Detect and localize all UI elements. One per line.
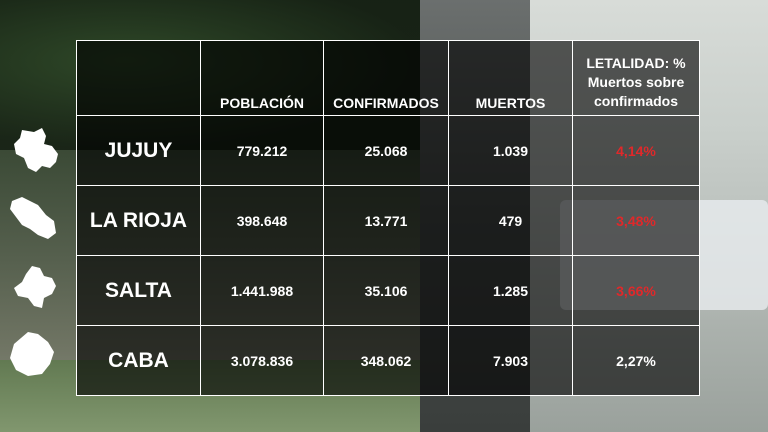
table-row: SALTA 1.441.988 35.106 1.285 3,66%	[76, 255, 700, 326]
muertos-value: 7.903	[448, 325, 573, 396]
confirmados-value: 13.771	[323, 185, 449, 256]
header-letalidad: LETALIDAD: % Muertos sobre confirmados	[572, 40, 700, 116]
header-empty-cell	[76, 40, 201, 116]
letalidad-value: 3,66%	[572, 255, 700, 326]
table-row: CABA 3.078.836 348.062 7.903 2,27%	[76, 325, 700, 396]
header-letalidad-line3: confirmados	[593, 93, 678, 109]
muertos-value: 479	[448, 185, 573, 256]
la-rioja-map-icon	[10, 197, 56, 239]
caba-map-icon	[10, 332, 54, 376]
muertos-value: 1.285	[448, 255, 573, 326]
header-letalidad-line2: Muertos sobre	[587, 74, 685, 90]
letalidad-value: 4,14%	[572, 115, 700, 186]
poblacion-value: 398.648	[200, 185, 324, 256]
poblacion-value: 3.078.836	[200, 325, 324, 396]
header-poblacion: POBLACIÓN	[200, 40, 324, 116]
table-header-row: POBLACIÓN CONFIRMADOS MUERTOS LETALIDAD:…	[76, 40, 700, 116]
header-letalidad-line1: LETALIDAD: %	[586, 55, 686, 71]
letalidad-value: 2,27%	[572, 325, 700, 396]
table-row: LA RIOJA 398.648 13.771 479 3,48%	[76, 185, 700, 256]
letalidad-value: 3,48%	[572, 185, 700, 256]
province-name-salta: SALTA	[76, 255, 201, 326]
province-name-jujuy: JUJUY	[76, 115, 201, 186]
header-muertos: MUERTOS	[448, 40, 573, 116]
confirmados-value: 35.106	[323, 255, 449, 326]
muertos-value: 1.039	[448, 115, 573, 186]
covid-stats-table: POBLACIÓN CONFIRMADOS MUERTOS LETALIDAD:…	[76, 40, 700, 396]
poblacion-value: 1.441.988	[200, 255, 324, 326]
table-row: JUJUY 779.212 25.068 1.039 4,14%	[76, 115, 700, 186]
province-maps	[0, 0, 76, 432]
header-confirmados: CONFIRMADOS	[323, 40, 449, 116]
confirmados-value: 25.068	[323, 115, 449, 186]
province-name-la-rioja: LA RIOJA	[76, 185, 201, 256]
province-name-caba: CABA	[76, 325, 201, 396]
poblacion-value: 779.212	[200, 115, 324, 186]
salta-map-icon	[14, 266, 56, 308]
confirmados-value: 348.062	[323, 325, 449, 396]
jujuy-map-icon	[14, 128, 58, 172]
